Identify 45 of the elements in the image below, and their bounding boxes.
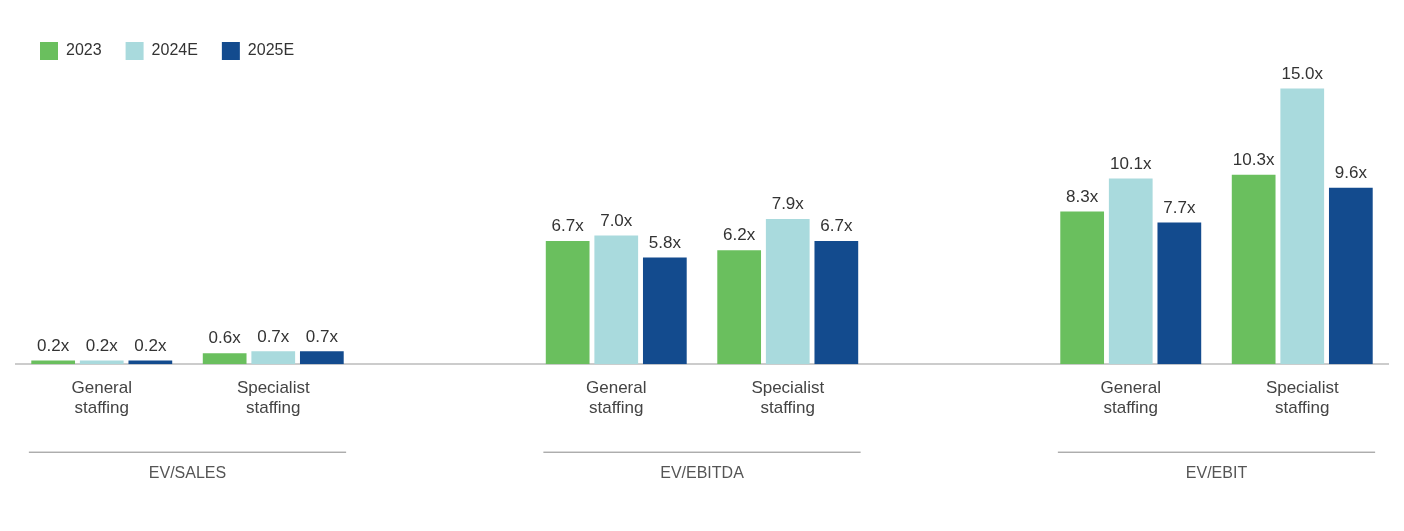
bar	[202, 353, 247, 365]
data-label: 0.7x	[305, 326, 339, 346]
bar	[717, 250, 762, 365]
data-label: 5.8x	[648, 232, 682, 252]
x-tick-label: Specialist staffing	[1265, 378, 1339, 418]
bar	[1328, 187, 1373, 365]
text: EV/SALES	[148, 464, 227, 482]
bar	[814, 241, 859, 365]
data-label: 10.3x	[1232, 150, 1275, 169]
legend-label: 2023	[66, 41, 102, 59]
x-tick-label: General staffing	[71, 378, 132, 418]
data-label: 6.2x	[723, 225, 756, 245]
bar	[765, 218, 810, 365]
bar	[1280, 88, 1325, 365]
data-label: 10.1x	[1109, 153, 1153, 173]
bar	[594, 235, 639, 365]
x-tick-label: General staffing	[586, 378, 647, 418]
data-label: 0.7x	[257, 326, 290, 346]
data-label: 15.0x	[1281, 63, 1324, 83]
bar	[545, 241, 590, 365]
data-label: 0.2x	[37, 335, 70, 355]
text: EV/EBITDA	[660, 464, 745, 482]
text: EV/EBIT	[1185, 464, 1248, 482]
x-tick-label: Specialist staffing	[751, 378, 825, 418]
bar	[1231, 174, 1276, 365]
bar	[299, 351, 344, 365]
x-tick-label: General staffing	[1100, 378, 1161, 418]
bar	[642, 257, 687, 365]
legend-label: 2025E	[247, 41, 295, 59]
data-label: 0.2x	[134, 335, 167, 355]
data-label: 6.7x	[551, 216, 585, 236]
bar	[251, 351, 296, 365]
data-label: 7.9x	[771, 194, 805, 214]
bar	[1060, 211, 1105, 365]
x-tick-label: Specialist staffing	[236, 378, 310, 418]
data-label: 9.6x	[1334, 162, 1368, 182]
data-label: 6.7x	[820, 216, 853, 236]
legend-label: 2024E	[151, 41, 198, 59]
bar	[1157, 222, 1202, 365]
bar	[1108, 178, 1153, 365]
data-label: 7.0x	[600, 210, 633, 230]
data-label: 7.7x	[1163, 197, 1196, 217]
data-label: 0.2x	[85, 335, 119, 355]
data-label: 8.3x	[1066, 186, 1099, 206]
data-label: 0.6x	[208, 328, 242, 348]
